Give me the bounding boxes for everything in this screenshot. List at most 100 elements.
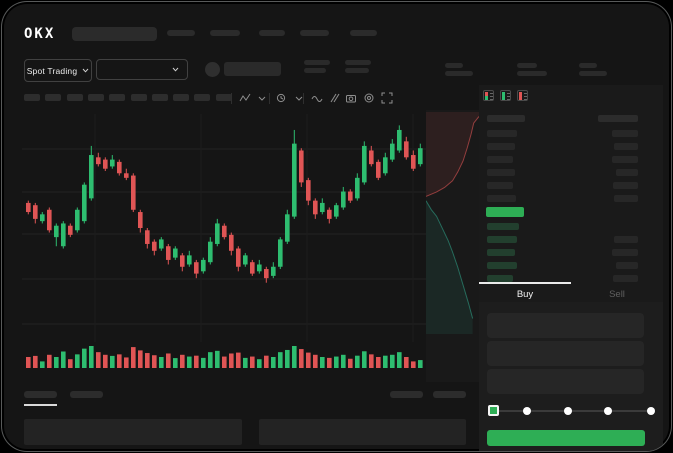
candlestick-chart[interactable]	[22, 108, 426, 370]
timeframe-button-9[interactable]	[194, 94, 211, 101]
total-input[interactable]	[487, 369, 644, 394]
tab-buy[interactable]: Buy	[516, 288, 534, 300]
bid-row-amount	[614, 236, 638, 243]
orders-table-placeholder	[259, 419, 466, 445]
chevron-down-icon[interactable]	[255, 92, 268, 104]
timeframe-button-1[interactable]	[24, 94, 40, 101]
market-stat-placeholder-3	[579, 63, 597, 68]
bid-row-amount	[613, 275, 638, 282]
spot-trading-dropdown[interactable]: Spot Trading	[24, 59, 92, 82]
timeframe-button-4[interactable]	[87, 94, 104, 101]
bottom-link-placeholder[interactable]	[433, 391, 466, 398]
bottom-active-tab-indicator	[24, 404, 57, 406]
active-tab-indicator	[479, 282, 571, 284]
ticker-pair-placeholder-2	[345, 60, 371, 65]
bid-row-price	[487, 262, 517, 269]
chevron-down-icon[interactable]	[292, 92, 305, 104]
ask-row-price	[487, 169, 515, 176]
account-name-placeholder	[224, 62, 281, 76]
price-input[interactable]	[487, 313, 644, 338]
orderbook-bids-icon[interactable]	[500, 90, 511, 101]
bid-row-price	[487, 249, 515, 256]
timeframe-button-8[interactable]	[173, 94, 190, 101]
slider-step-dot-5[interactable]	[647, 407, 655, 415]
bottom-tab-order-history[interactable]	[70, 391, 103, 398]
nav-search-placeholder[interactable]	[72, 27, 157, 41]
amount-slider-track[interactable]	[492, 410, 652, 412]
pair-select-dropdown[interactable]	[96, 59, 188, 80]
ask-row-amount	[612, 130, 638, 137]
slider-step-dot-4[interactable]	[604, 407, 612, 415]
chevron-down-icon	[172, 67, 179, 72]
ask-row-price	[487, 156, 513, 163]
toolbar-divider	[303, 93, 304, 104]
settings-gear-icon[interactable]	[362, 92, 375, 104]
nav-item-placeholder-1[interactable]	[167, 30, 195, 36]
amount-input[interactable]	[487, 341, 644, 366]
tab-sell[interactable]: Sell	[609, 288, 625, 300]
nav-item-placeholder-5[interactable]	[350, 30, 377, 36]
bid-row-amount	[612, 249, 638, 256]
bid-row-price	[487, 223, 519, 230]
nav-item-placeholder-3[interactable]	[259, 30, 285, 36]
slider-step-dot-3[interactable]	[564, 407, 572, 415]
ask-row-price	[487, 182, 513, 189]
toolbar-divider	[231, 93, 232, 104]
nav-item-placeholder-2[interactable]	[210, 30, 240, 36]
last-price-badge	[486, 207, 524, 217]
bottom-link-placeholder[interactable]	[390, 391, 423, 398]
pair-avatar	[205, 62, 220, 77]
settings-gear-icon	[364, 93, 373, 103]
ask-row-amount	[614, 143, 638, 150]
orderbook-asks-icon[interactable]	[517, 90, 528, 101]
chevron-down-icon	[295, 96, 302, 101]
indicators-icon[interactable]	[275, 92, 288, 104]
nav-item-placeholder-4[interactable]	[300, 30, 329, 36]
line-tool-icon	[311, 96, 322, 102]
market-stat-placeholder-1	[445, 71, 473, 76]
indicators-icon	[276, 93, 285, 103]
chevron-down-icon	[258, 96, 265, 101]
ticker-pair-placeholder-1	[304, 68, 326, 73]
depth-panel	[426, 110, 479, 382]
market-stat-placeholder-2	[517, 63, 537, 68]
depth-chart	[426, 112, 479, 334]
drawing-tools-icon	[330, 93, 339, 103]
ask-row-amount	[612, 156, 638, 163]
chart-style-icon[interactable]	[238, 92, 251, 104]
bottom-tab-open-orders[interactable]	[24, 391, 57, 398]
market-stat-placeholder-1	[445, 63, 463, 68]
slider-step-dot-2[interactable]	[523, 407, 531, 415]
ask-row-amount	[613, 182, 638, 189]
timeframe-button-3[interactable]	[66, 94, 83, 101]
line-tool-icon[interactable]	[310, 92, 323, 104]
slider-handle[interactable]	[488, 405, 499, 416]
bid-row-price	[487, 236, 517, 243]
ticker-pair-placeholder-2	[345, 68, 369, 73]
spot-trading-label: Spot Trading	[26, 65, 78, 76]
buy-submit-button[interactable]	[487, 430, 645, 446]
ask-row-price	[487, 143, 515, 150]
ask-row-amount	[614, 195, 638, 202]
chevron-down-icon	[82, 68, 89, 73]
toolbar-divider	[269, 93, 270, 104]
orders-table-placeholder	[24, 419, 242, 445]
market-stat-placeholder-3	[579, 71, 607, 76]
timeframe-button-2[interactable]	[45, 94, 62, 101]
timeframe-button-5[interactable]	[109, 94, 126, 101]
orderbook-all-icon[interactable]	[483, 90, 494, 101]
timeframe-button-7[interactable]	[151, 94, 168, 101]
ask-row-amount	[616, 169, 638, 176]
timeframe-button-6[interactable]	[130, 94, 147, 101]
orderbook-header-amount	[598, 115, 638, 122]
fullscreen-icon	[381, 92, 392, 104]
ask-row-price	[487, 130, 517, 137]
fullscreen-icon[interactable]	[380, 92, 393, 104]
chart-style-icon	[239, 93, 250, 102]
timeframe-button-10[interactable]	[215, 94, 232, 101]
drawing-tools-icon[interactable]	[327, 92, 340, 104]
camera-icon	[345, 95, 356, 103]
camera-icon[interactable]	[344, 92, 357, 104]
okx-logo: OKX	[24, 26, 56, 42]
